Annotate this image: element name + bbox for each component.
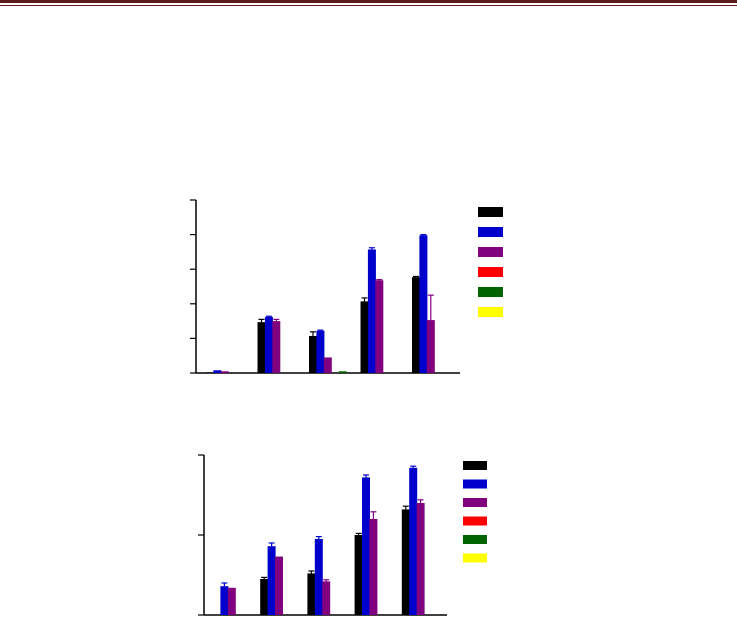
chart-2-legend-swatch (463, 498, 487, 507)
chart-1-legend-swatch (478, 227, 503, 237)
header-rule-thin (0, 5, 737, 6)
chart-1-bar (257, 322, 266, 373)
chart-2-bar (354, 535, 363, 615)
chart-1-bar (206, 372, 214, 373)
chart-2-legend-swatch (463, 479, 487, 489)
chart-2-bar (322, 581, 331, 615)
chart-1-bar (360, 301, 369, 373)
chart-2-legend-swatch (463, 461, 487, 470)
chart-2-legend-swatch (463, 516, 487, 526)
chart-2-bar (314, 539, 323, 615)
chart-1-bar (264, 316, 273, 373)
chart-1-bar (412, 277, 420, 373)
chart-2-bar (401, 509, 410, 615)
chart-2-bar (275, 556, 283, 615)
chart-2-legend-swatch (463, 535, 487, 544)
header-rule-thick (0, 0, 737, 3)
chart-1-legend-swatch (478, 287, 503, 297)
chart-1-legend-swatch (478, 267, 503, 277)
chart-1-bar (272, 321, 281, 373)
chart-1-bar (375, 280, 384, 373)
chart-1-bar (213, 370, 222, 373)
chart-2-bar (369, 519, 378, 615)
chart-1-bar (316, 330, 325, 373)
chart-1-legend-swatch (478, 307, 503, 317)
chart-2-bar (267, 546, 276, 615)
chart-1-bar (338, 371, 347, 373)
chart-2-bar (416, 503, 425, 615)
chart-1-bar (323, 357, 332, 373)
chart-2-legend-swatch (463, 553, 487, 563)
chart-1-bar (367, 249, 376, 373)
chart-1-bar (309, 335, 317, 373)
chart-2-bar (307, 573, 316, 615)
chart-1-legend-swatch (478, 207, 503, 217)
chart-2-bar (409, 467, 418, 615)
chart-1-legend-swatch (478, 247, 503, 257)
chart-2-bar (227, 587, 236, 615)
chart-1-bar (419, 235, 428, 373)
chart-1-bar (426, 320, 435, 373)
chart-2-bar (362, 477, 370, 615)
chart-2-bar (260, 579, 269, 615)
chart-1-bar (220, 371, 229, 373)
chart-2-bar (220, 586, 229, 615)
